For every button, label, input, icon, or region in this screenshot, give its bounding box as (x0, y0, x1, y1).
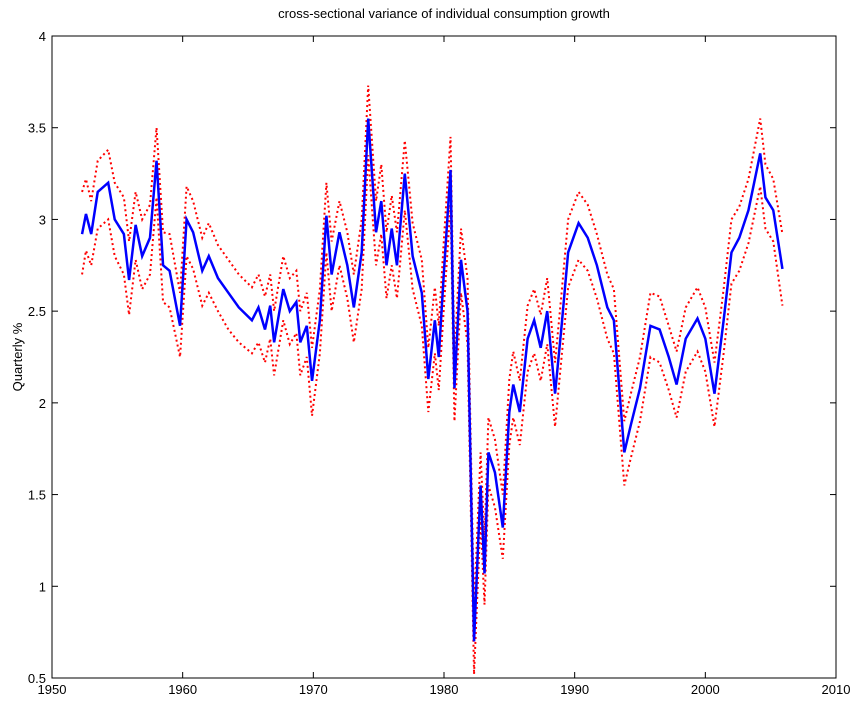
y-tick-label: 2.5 (28, 304, 46, 319)
x-tick-label: 1970 (299, 682, 328, 697)
y-tick-label: 3.5 (28, 121, 46, 136)
y-tick-label: 3 (39, 212, 46, 227)
y-tick-label: 1.5 (28, 488, 46, 503)
y-tick-label: 1 (39, 579, 46, 594)
y-tick-label: 2 (39, 396, 46, 411)
x-tick-label: 1960 (168, 682, 197, 697)
data-line (81, 155, 784, 675)
chart-title: cross-sectional variance of individual c… (278, 6, 610, 21)
y-axis-label: Quarterly % (10, 322, 25, 391)
x-tick-label: 1980 (430, 682, 459, 697)
data-line (80, 118, 784, 642)
x-tick-label: 2000 (691, 682, 720, 697)
x-tick-label: 1990 (560, 682, 589, 697)
x-tick-label: 1950 (38, 682, 67, 697)
y-tick-label: 0.5 (28, 671, 46, 686)
y-tick-label: 4 (39, 29, 46, 44)
x-tick-label: 2010 (822, 682, 851, 697)
